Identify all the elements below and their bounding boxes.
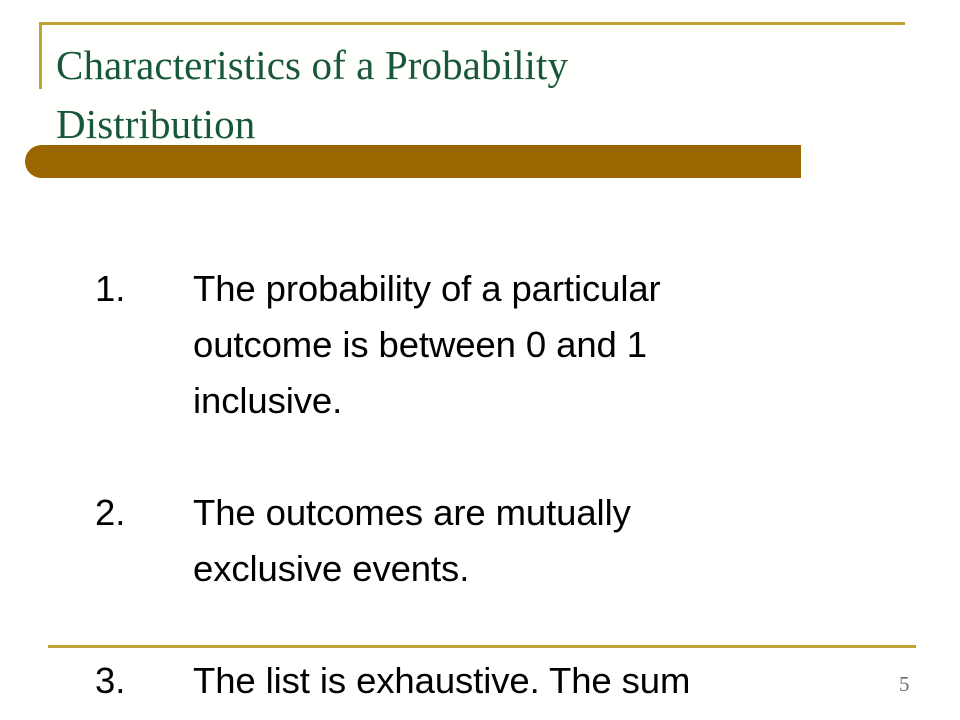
list-item-text: The list is exhaustive. The sum of the p…: [193, 660, 715, 720]
list-item-text: The outcomes are mutually exclusive even…: [193, 492, 631, 589]
title-accent-bar: [25, 145, 801, 178]
list-item: 3. The list is exhaustive. The sum of the…: [95, 597, 925, 720]
left-gold-rule: [39, 22, 42, 89]
slide-title: Characteristics of a Probability Distrib…: [56, 42, 569, 148]
list-item: 1. The probability of a particular outcom…: [95, 205, 925, 429]
list-item-marker: 2.: [95, 492, 126, 533]
list-item-marker: 3.: [95, 660, 126, 701]
bottom-gold-rule: [48, 645, 916, 648]
body-content-list: 1. The probability of a particular outcom…: [95, 205, 925, 720]
top-gold-rule: [39, 22, 905, 25]
list-item-text: The probability of a particular outcome …: [193, 268, 661, 421]
list-item: 2. The outcomes are mutually exclusive ev…: [95, 429, 925, 597]
page-number: 5: [899, 672, 910, 696]
list-item-marker: 1.: [95, 268, 126, 309]
